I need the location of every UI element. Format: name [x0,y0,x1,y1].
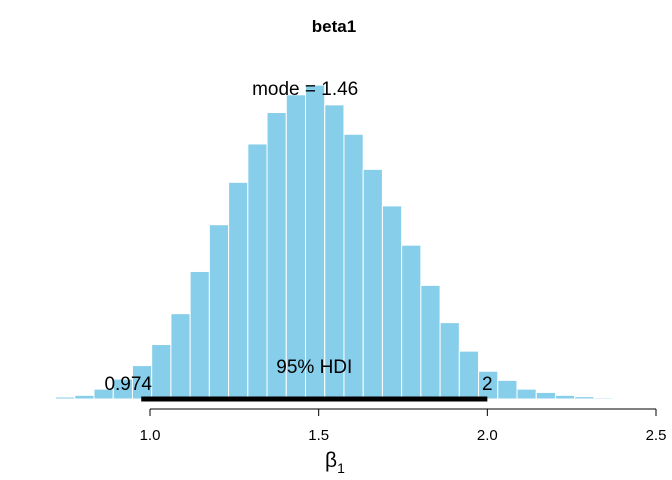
histogram-bar [593,397,614,400]
hdi-low-label: 0.974 [104,374,152,395]
x-tick-label: 1.5 [308,427,329,444]
x-axis-label-base: β [325,449,337,472]
hdi-label: 95% HDI [276,357,352,378]
histogram-bar [55,396,76,400]
histogram-bar [151,344,172,400]
histogram-bar [305,84,326,400]
x-tick-label: 1.0 [140,427,161,444]
histogram-bar [228,181,249,400]
hdi-high-label: 2 [482,374,493,395]
histogram-bar [362,168,383,400]
x-axis-label-subscript: 1 [337,460,345,476]
histogram-bar [324,104,345,400]
histogram-bar [401,244,422,400]
x-axis-label: β1 [325,449,345,476]
histogram-bar [439,322,460,400]
histogram-bar [381,205,403,400]
mode-label: mode = 1.46 [252,79,358,100]
histogram-bar [285,94,307,400]
histogram-bars [55,84,633,400]
histogram-bar [74,394,95,400]
x-tick-label: 2.5 [646,427,667,444]
histogram-bar [247,143,268,400]
histogram-bar [458,350,480,400]
histogram-bar [189,270,210,400]
x-tick-label: 2.0 [477,427,498,444]
histogram-bar [208,224,230,400]
histogram-bar [420,284,441,400]
histogram-bar [516,388,537,400]
histogram-bar [612,397,633,400]
chart-title: beta1 [312,17,356,36]
histogram-bar [497,379,518,400]
x-axis: 1.0 1.5 2.0 2.5 [140,408,667,444]
histogram-bar [574,396,595,400]
histogram-bar [170,313,191,400]
histogram-bar [554,394,576,400]
histogram-bar [535,391,556,400]
